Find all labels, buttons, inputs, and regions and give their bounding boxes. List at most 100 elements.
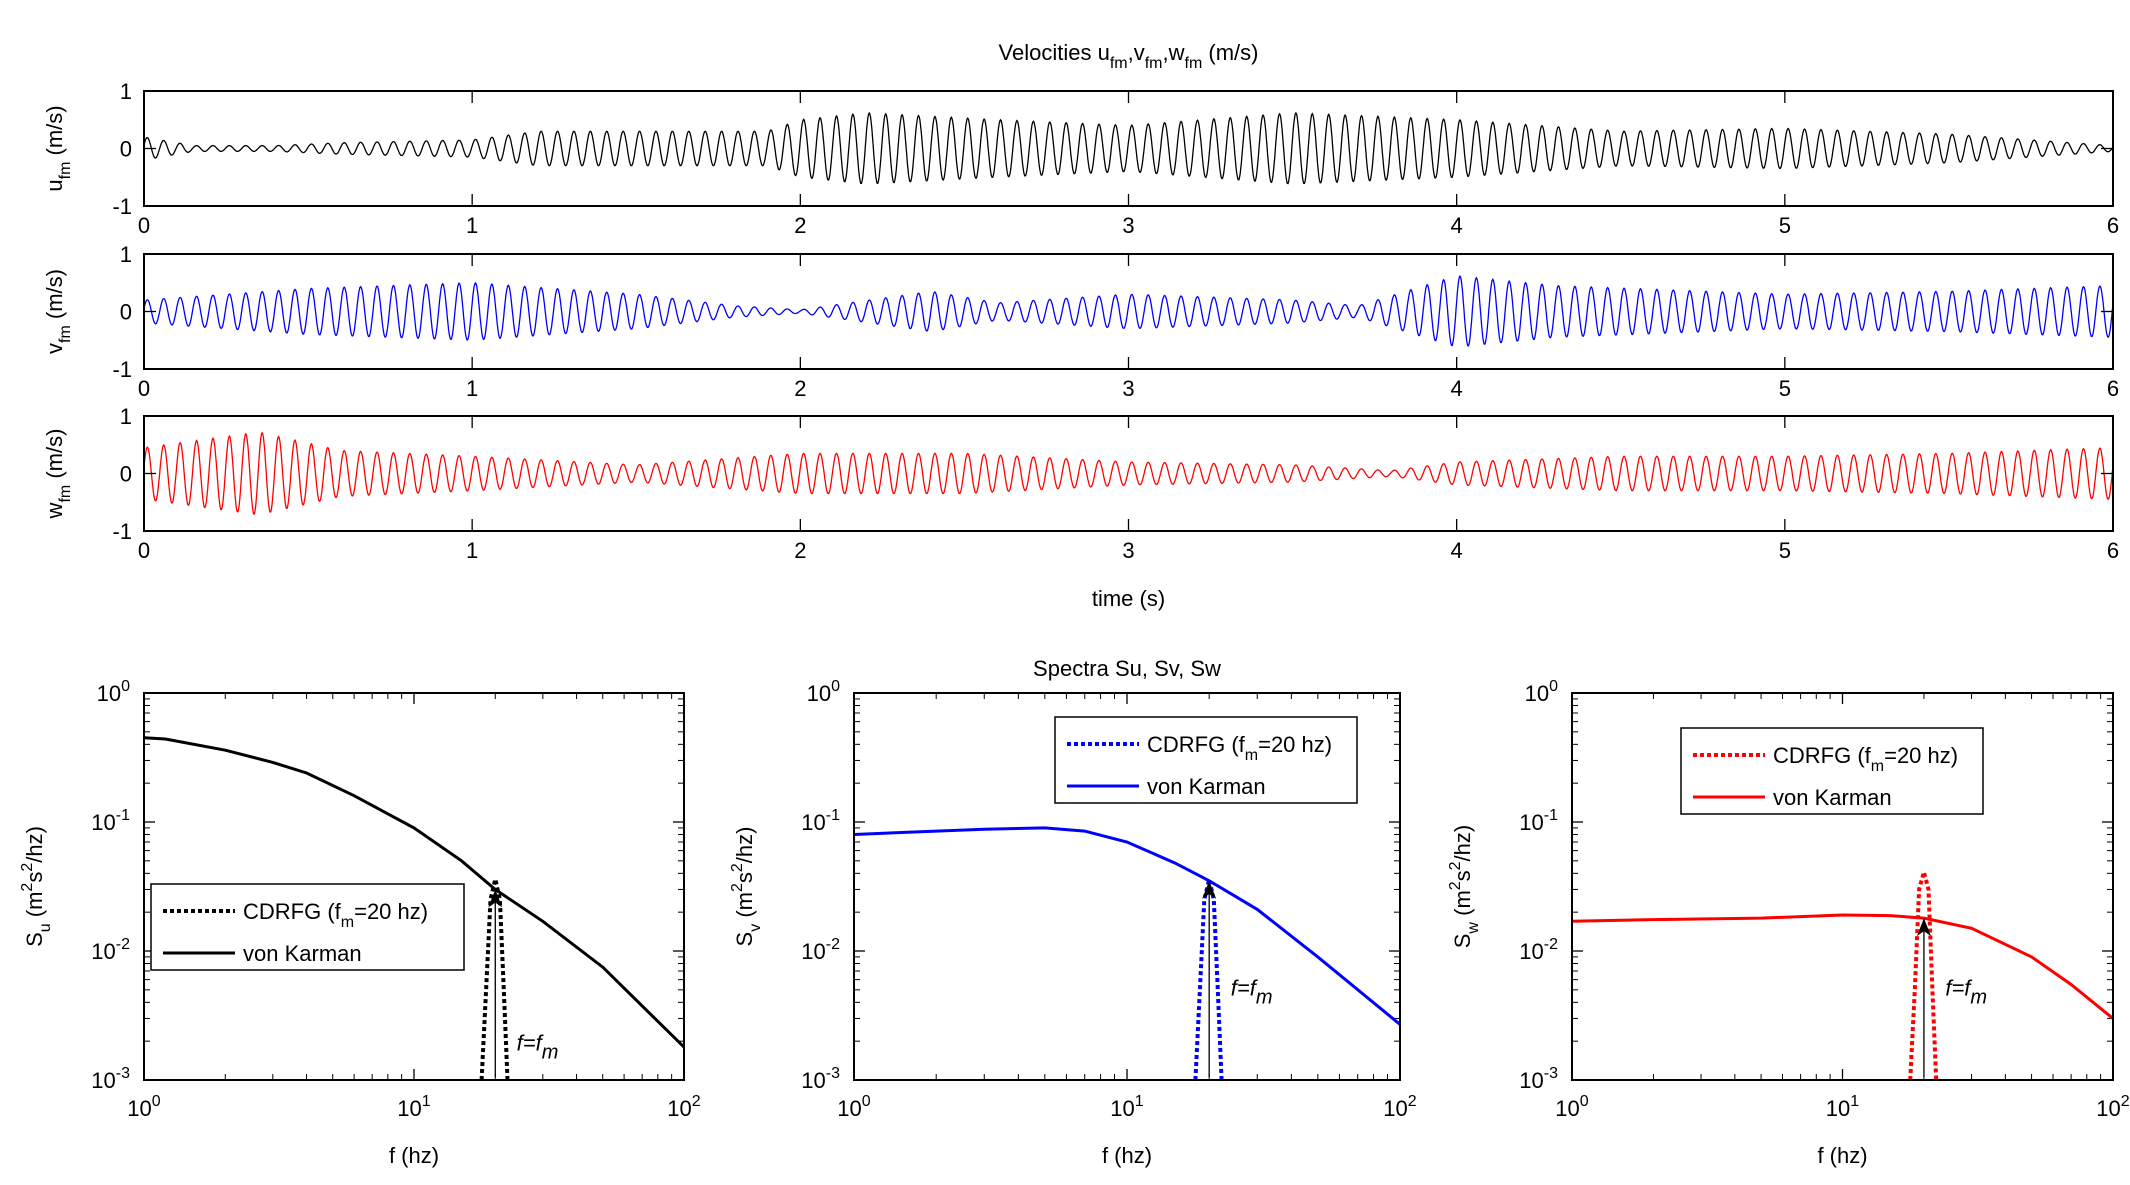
x-axis-label: time (s) — [1092, 586, 1165, 611]
text-span: 0 — [862, 1093, 871, 1110]
x-tick-label: 4 — [1451, 376, 1463, 401]
y-tick-label: 10-3 — [1519, 1065, 1558, 1093]
legend-entry-label: von Karman — [1773, 785, 1892, 810]
text-span: 10 — [91, 1068, 115, 1093]
x-axis-label: f (hz) — [1817, 1143, 1867, 1168]
y-tick-label: 1 — [120, 242, 132, 267]
x-tick-label: 2 — [794, 376, 806, 401]
text-span: v — [747, 924, 764, 932]
text-span: 2 — [2121, 1093, 2130, 1110]
x-tick-label: 5 — [1779, 538, 1791, 563]
y-tick-label: 0 — [120, 137, 132, 162]
signal-line — [143, 431, 2114, 515]
text-span: -3 — [1544, 1065, 1558, 1082]
text-span: -1 — [116, 807, 130, 824]
text-span: fm — [1145, 55, 1163, 72]
von-karman-line — [853, 826, 1401, 1026]
text-span: 0 — [831, 678, 840, 695]
text-span: 10 — [1525, 681, 1549, 706]
x-tick-label: 2 — [794, 213, 806, 238]
arrow-head-icon — [1202, 880, 1217, 899]
text-span: m — [341, 914, 354, 931]
legend-entry-label: CDRFG (fm=20 hz) — [1773, 743, 1958, 775]
x-tick-label: 1 — [466, 538, 478, 563]
legend: CDRFG (fm=20 hz) von Karman — [150, 883, 465, 971]
text-span: CDRFG (f — [243, 899, 342, 924]
axes-box — [1571, 692, 2114, 1081]
text-span: fm — [1110, 55, 1128, 72]
y-axis-label: Sv (m2s2/hz) — [729, 827, 764, 947]
text-span: f=f — [1945, 976, 1973, 1001]
text-span: fm — [57, 162, 74, 180]
text-span: /hz) — [22, 826, 47, 863]
y-tick-label: 1 — [120, 79, 132, 104]
text-span: =20 hz) — [1884, 743, 1958, 768]
x-tick-label: 102 — [2096, 1093, 2129, 1121]
text-span: 2 — [692, 1093, 701, 1110]
text-span: m — [1970, 987, 1987, 1009]
text-span: 10 — [801, 939, 825, 964]
text-span: Spectra Su, Sv, Sw — [1033, 656, 1221, 681]
text-span: 2 — [729, 863, 746, 872]
text-span: 2 — [19, 863, 36, 872]
text-span: -2 — [1544, 936, 1558, 953]
text-span: (m/s) — [1202, 40, 1258, 65]
x-tick-label: 0 — [138, 538, 150, 563]
y-axis-label: vfm (m/s) — [42, 269, 74, 354]
annotation-label: f=fm — [1945, 976, 1987, 1009]
x-tick-label: 6 — [2107, 213, 2119, 238]
text-span: CDRFG (f — [1147, 732, 1246, 757]
text-span: ,w — [1163, 40, 1185, 65]
x-tick-label: 1 — [466, 376, 478, 401]
text-span: m — [542, 1041, 559, 1063]
legend: CDRFG (fm=20 hz) von Karman — [1054, 716, 1358, 804]
text-span: S — [1450, 934, 1475, 949]
x-tick-label: 3 — [1122, 538, 1134, 563]
text-span: -2 — [116, 936, 130, 953]
x-tick-label: 101 — [1110, 1093, 1143, 1121]
text-span: (m — [1450, 890, 1475, 922]
x-tick-label: 3 — [1122, 376, 1134, 401]
y-tick-label: 10-3 — [801, 1065, 840, 1093]
text-span: 10 — [807, 681, 831, 706]
y-tick-label: 0 — [120, 462, 132, 487]
annotation-label: f=fm — [517, 1030, 559, 1063]
x-axis-label: f (hz) — [389, 1143, 439, 1168]
y-tick-label: 10-2 — [1519, 936, 1558, 964]
text-span: (m/s) — [42, 105, 67, 161]
y-tick-label: 10-1 — [1519, 807, 1558, 835]
text-span: 10 — [837, 1096, 861, 1121]
x-tick-label: 100 — [127, 1093, 160, 1121]
axes-box — [143, 253, 2114, 370]
text-span: -3 — [116, 1065, 130, 1082]
y-tick-label: 10-2 — [91, 936, 130, 964]
signal-line — [143, 274, 2114, 347]
x-tick-label: 102 — [667, 1093, 700, 1121]
text-span: von Karman — [243, 941, 362, 966]
x-axis-label: f (hz) — [1102, 1143, 1152, 1168]
legend-box — [1680, 727, 1984, 815]
text-span: 0 — [1580, 1093, 1589, 1110]
signal-line — [143, 111, 2114, 185]
x-tick-label: 0 — [138, 376, 150, 401]
text-span: m — [1871, 758, 1884, 775]
text-span: (m — [22, 892, 47, 924]
text-span: von Karman — [1773, 785, 1892, 810]
legend-box — [1054, 716, 1358, 804]
text-span: v — [42, 343, 67, 354]
x-tick-label: 100 — [837, 1093, 870, 1121]
text-span: 10 — [397, 1096, 421, 1121]
text-span: 10 — [2096, 1096, 2120, 1121]
x-tick-label: 0 — [138, 213, 150, 238]
legend-entry-label: von Karman — [243, 941, 362, 966]
x-tick-label: 102 — [1383, 1093, 1416, 1121]
text-span: s — [22, 872, 47, 883]
text-span: -1 — [826, 807, 840, 824]
y-axis-label: Sw (m2s2/hz) — [1447, 825, 1482, 949]
text-span: 10 — [127, 1096, 151, 1121]
text-span: -1 — [1544, 807, 1558, 824]
text-span: S — [22, 932, 47, 947]
text-span: Velocities u — [999, 40, 1110, 65]
